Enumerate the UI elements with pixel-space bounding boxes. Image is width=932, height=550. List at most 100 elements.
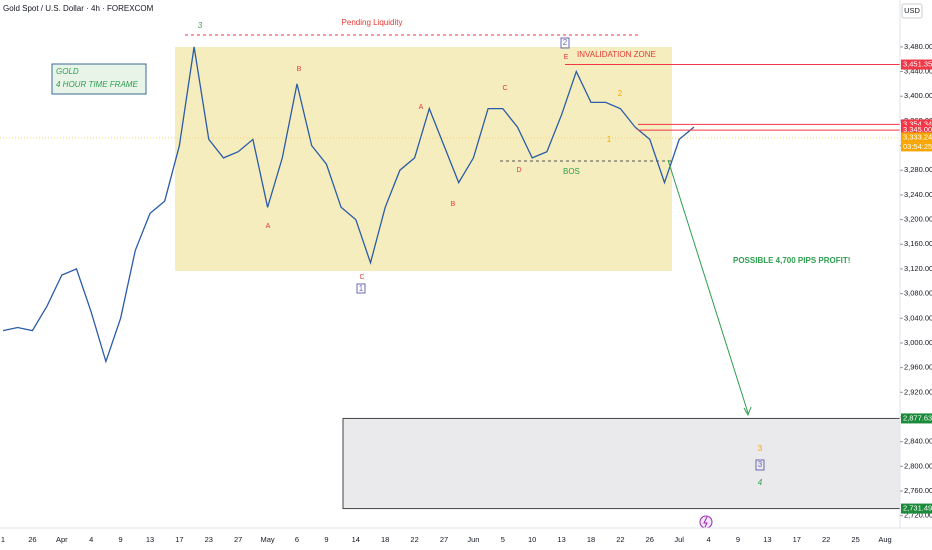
y-tick-label: 2,720.00 xyxy=(904,511,932,520)
y-tick-label: 3,400.00 xyxy=(904,91,932,100)
x-tick-label: 9 xyxy=(324,535,328,544)
price-tag xyxy=(901,503,932,514)
x-tick-label: 13 xyxy=(557,535,565,544)
price-tag-label: 2,877.63 xyxy=(903,413,932,422)
price-tag xyxy=(901,59,932,70)
x-tick-label: Jun xyxy=(467,535,479,544)
x-tick-label: May xyxy=(261,535,275,544)
wave-label: B xyxy=(451,201,456,208)
wave-label: B xyxy=(297,66,302,73)
y-tick-label: 3,480.00 xyxy=(904,42,932,51)
range-zone xyxy=(175,47,672,271)
timeframe-label: 4 HOUR TIME FRAME xyxy=(56,80,138,89)
timeframe-label: GOLD xyxy=(56,67,79,76)
currency-box[interactable] xyxy=(901,3,923,19)
x-tick-label: 10 xyxy=(528,535,536,544)
y-tick-label: 3,280.00 xyxy=(904,165,932,174)
x-tick-label: 13 xyxy=(763,535,771,544)
x-tick-label: 1 xyxy=(1,535,5,544)
price-line xyxy=(2,46,695,364)
pending-label: Pending Liquidity xyxy=(342,18,403,27)
price-tag xyxy=(901,125,932,136)
x-tick-label: 13 xyxy=(146,535,154,544)
price-tag xyxy=(901,119,932,130)
currency: USD xyxy=(904,6,920,15)
price-tag-label: 2,731.49 xyxy=(903,504,932,513)
x-tick-label: 27 xyxy=(234,535,242,544)
wave-label: 2 xyxy=(563,38,568,47)
y-tick-label: 3,440.00 xyxy=(904,67,932,76)
x-tick-label: 4 xyxy=(89,535,93,544)
x-tick-label: 4 xyxy=(707,535,711,544)
price-tag-label: 3,451.35 xyxy=(903,60,932,69)
price-axis xyxy=(900,0,932,550)
x-tick-label: Jul xyxy=(674,535,684,544)
wave-box xyxy=(356,283,366,294)
x-tick-label: Apr xyxy=(56,535,68,544)
x-tick-label: 25 xyxy=(851,535,859,544)
x-tick-label: 14 xyxy=(352,535,360,544)
x-tick-label: 26 xyxy=(28,535,36,544)
title-bg xyxy=(0,0,130,14)
x-tick-label: 9 xyxy=(736,535,740,544)
y-tick-label: 3,040.00 xyxy=(904,313,932,322)
wave-label: 1 xyxy=(359,284,364,293)
wave-label: 3 xyxy=(758,444,763,453)
price-tag xyxy=(901,132,932,143)
projection-arrow xyxy=(667,159,749,414)
y-tick-label: 2,920.00 xyxy=(904,387,932,396)
x-tick-label: 17 xyxy=(793,535,801,544)
x-tick-label: 18 xyxy=(381,535,389,544)
x-tick-label: 18 xyxy=(587,535,595,544)
y-tick-label: 3,160.00 xyxy=(904,239,932,248)
y-tick-label: 3,080.00 xyxy=(904,289,932,298)
x-tick-label: 26 xyxy=(646,535,654,544)
countdown-bg xyxy=(901,142,932,152)
countdown: 03:54:25 xyxy=(903,142,932,151)
symbol-title: Gold Spot / U.S. Dollar · 4h · FOREXCOM xyxy=(3,4,154,13)
arrow-head xyxy=(743,406,752,417)
wave-box xyxy=(560,37,570,49)
wave-label: E xyxy=(564,54,569,61)
wave-box xyxy=(755,459,765,471)
x-tick-label: 23 xyxy=(205,535,213,544)
x-tick-label: 22 xyxy=(616,535,624,544)
wave-label: 3 xyxy=(758,460,763,469)
y-tick-label: 3,000.00 xyxy=(904,338,932,347)
y-tick-label: 2,800.00 xyxy=(904,461,932,470)
x-tick-label: 9 xyxy=(119,535,123,544)
wave-label: 3 xyxy=(198,21,203,30)
event-icon-bolt xyxy=(703,516,708,528)
y-tick-label: 3,120.00 xyxy=(904,264,932,273)
price-tag-label: 3,354.34 xyxy=(903,119,932,128)
x-tick-label: Aug xyxy=(878,535,891,544)
wave-label: 2 xyxy=(618,89,623,98)
bos-label: BOS xyxy=(563,167,580,176)
x-tick-label: 22 xyxy=(410,535,418,544)
price-tag xyxy=(901,413,932,424)
wave-label: 4 xyxy=(758,478,763,487)
target-zone xyxy=(342,417,901,510)
wave-label: A xyxy=(266,223,271,230)
x-tick-label: 6 xyxy=(295,535,299,544)
price-tag-label: 3,333.24 xyxy=(903,132,932,141)
wave-label: C xyxy=(502,85,507,92)
wave-label: C xyxy=(359,274,364,281)
event-icon[interactable] xyxy=(699,515,713,529)
y-tick-label: 3,200.00 xyxy=(904,215,932,224)
x-tick-label: 5 xyxy=(501,535,505,544)
wave-label: D xyxy=(516,167,521,174)
invalidation-label: INVALIDATION ZONE xyxy=(577,50,656,59)
y-tick-label: 2,960.00 xyxy=(904,363,932,372)
y-tick-label: 2,760.00 xyxy=(904,486,932,495)
price-tag-label: 3,345.00 xyxy=(903,125,932,134)
timeframe-box xyxy=(51,63,147,95)
wave-label: A xyxy=(419,104,424,111)
wave-label: 1 xyxy=(607,135,612,144)
x-tick-label: 17 xyxy=(175,535,183,544)
y-tick-label: 2,840.00 xyxy=(904,437,932,446)
x-tick-label: 27 xyxy=(440,535,448,544)
profit-label: POSSIBLE 4,700 PIPS PROFIT! xyxy=(733,256,850,265)
x-tick-label: 22 xyxy=(822,535,830,544)
